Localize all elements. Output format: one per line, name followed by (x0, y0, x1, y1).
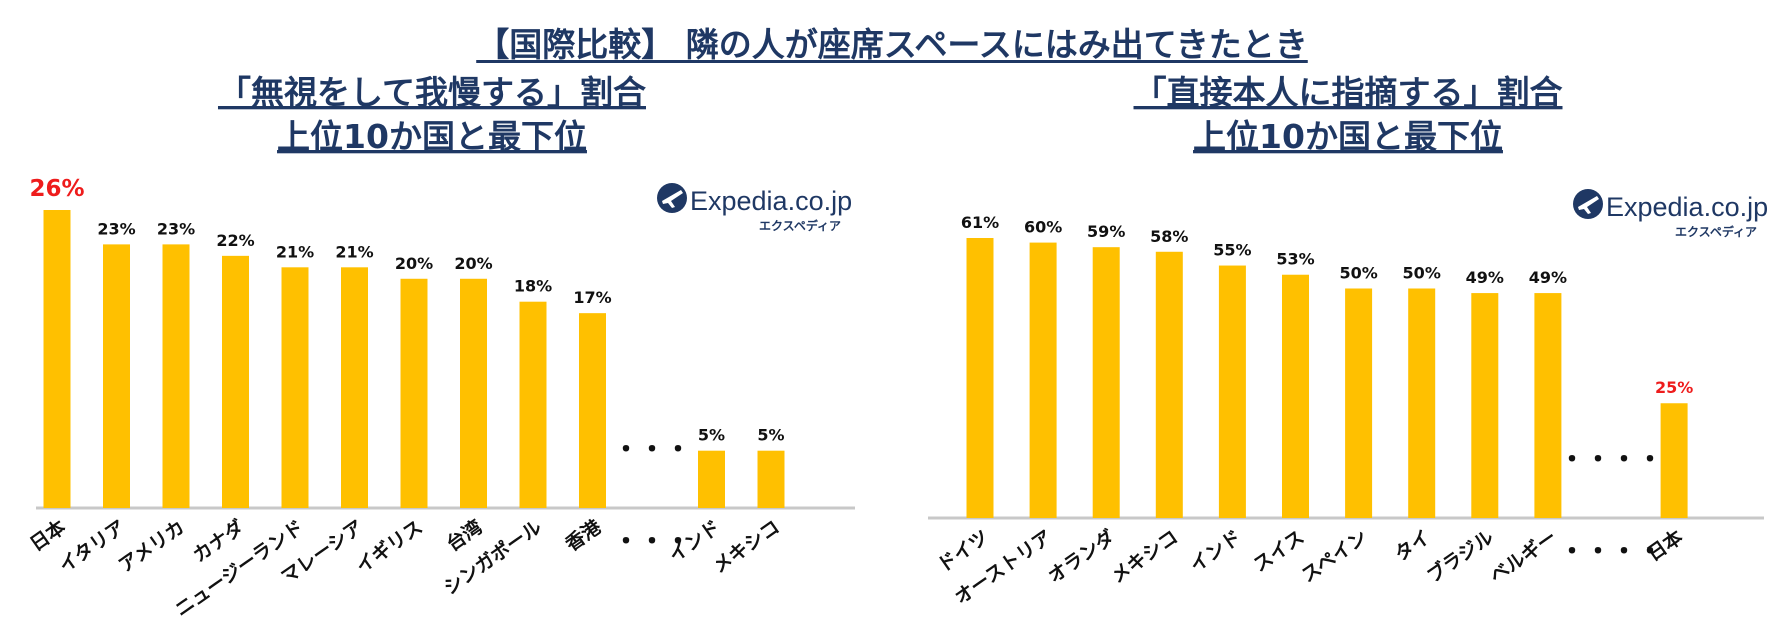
right-category-label: ・・・・ (1559, 537, 1663, 567)
right-category-label: インド (1186, 526, 1245, 577)
right-category-label: オランダ (1044, 525, 1119, 587)
right-bar (1660, 403, 1688, 518)
left-category-label: メキシコ (709, 516, 784, 578)
right-chart-title-line1: 「直接本人に指摘する」割合 (1134, 73, 1563, 112)
right-category-label: スペイン (1298, 526, 1372, 587)
left-bar (579, 313, 606, 508)
left-bar (222, 255, 249, 508)
plane-globe-icon (1573, 189, 1603, 219)
right-value-label: 60% (1024, 218, 1062, 237)
left-bar (400, 278, 428, 508)
left-bar (698, 450, 725, 508)
left-value-label: 5% (698, 426, 725, 445)
right-bar (966, 238, 994, 518)
left-value-label: 21% (276, 242, 314, 261)
left-bar (281, 267, 309, 508)
right-bar (1029, 242, 1057, 519)
right-chart-title-line2: 上位10か国と最下位 (1193, 117, 1503, 156)
right-value-label: 53% (1276, 250, 1314, 269)
left-bar (162, 244, 190, 508)
right-value-label: 61% (961, 213, 999, 232)
right-bar (1471, 293, 1499, 518)
right-bar (1155, 251, 1183, 518)
right-category-label: メキシコ (1107, 526, 1182, 588)
left-category-label: アメリカ (115, 516, 189, 577)
left-value-label: 23% (97, 219, 135, 238)
right-bar (1408, 288, 1436, 518)
left-category-label: 香港 (561, 516, 606, 557)
left-value-label: 20% (454, 254, 492, 273)
left-bar (103, 244, 130, 508)
left-bar (757, 450, 785, 508)
right-value-label: 25% (1655, 378, 1693, 397)
left-value-label: 17% (573, 288, 611, 307)
right-value-label: 55% (1213, 241, 1251, 260)
left-category-label: ・・・ (613, 527, 691, 557)
left-bar (460, 278, 487, 508)
right-value-label: 50% (1403, 263, 1441, 282)
left-category-label: 台湾 (442, 515, 486, 556)
plane-globe-icon (657, 183, 687, 213)
left-value-label: 23% (157, 219, 195, 238)
left-expedia-logo: Expedia.co.jp エクスペディア (657, 183, 852, 233)
left-bar (519, 301, 547, 508)
right-bar (1345, 288, 1373, 518)
right-category-label: ベルギー (1486, 526, 1561, 588)
right-expedia-logo: Expedia.co.jp エクスペディア (1573, 189, 1768, 239)
right-value-label: 58% (1150, 227, 1188, 246)
left-bar-chart: 26%日本23%イタリア23%アメリカ22%カナダ21%ニュージーランド21%マ… (26, 176, 855, 621)
right-value-label: 59% (1087, 222, 1125, 241)
left-bar (341, 267, 368, 508)
right-value-label: 49% (1466, 268, 1504, 287)
logo-sub: エクスペディア (1675, 224, 1757, 239)
left-gap-marker: ・・・ (613, 435, 691, 465)
left-value-label: 21% (335, 242, 373, 261)
logo-sub: エクスペディア (759, 218, 841, 233)
left-category-label: イタリア (55, 516, 129, 577)
left-value-label: 20% (395, 254, 433, 273)
left-value-label: 22% (216, 231, 254, 250)
main-title: 【国際比較】 隣の人が座席スペースにはみ出てきたとき (476, 25, 1308, 64)
left-value-label: 18% (514, 277, 552, 296)
left-chart-title-line1: 「無視をして我慢する」割合 (218, 73, 646, 112)
right-category-label: ブラジル (1423, 525, 1498, 587)
right-bar (1282, 274, 1309, 518)
left-value-label: 26% (29, 176, 84, 202)
right-bar-chart: 61%ドイツ60%オーストリア59%オランダ58%メキシコ55%インド53%スイ… (928, 213, 1764, 609)
right-category-label: タイ (1391, 526, 1435, 566)
right-value-label: 50% (1339, 263, 1377, 282)
logo-brand: Expedia.co.jp (690, 186, 852, 216)
left-value-label: 5% (757, 426, 784, 445)
right-bar (1092, 247, 1120, 518)
left-chart-title-line2: 上位10か国と最下位 (277, 117, 587, 156)
right-gap-marker: ・・・・ (1559, 445, 1663, 475)
right-value-label: 49% (1529, 268, 1567, 287)
left-category-label: イギリス (352, 516, 427, 578)
left-category-label: 日本 (26, 515, 70, 556)
left-bar (43, 210, 71, 508)
right-bar (1534, 293, 1562, 518)
logo-brand: Expedia.co.jp (1606, 192, 1768, 222)
right-bar (1218, 265, 1246, 518)
